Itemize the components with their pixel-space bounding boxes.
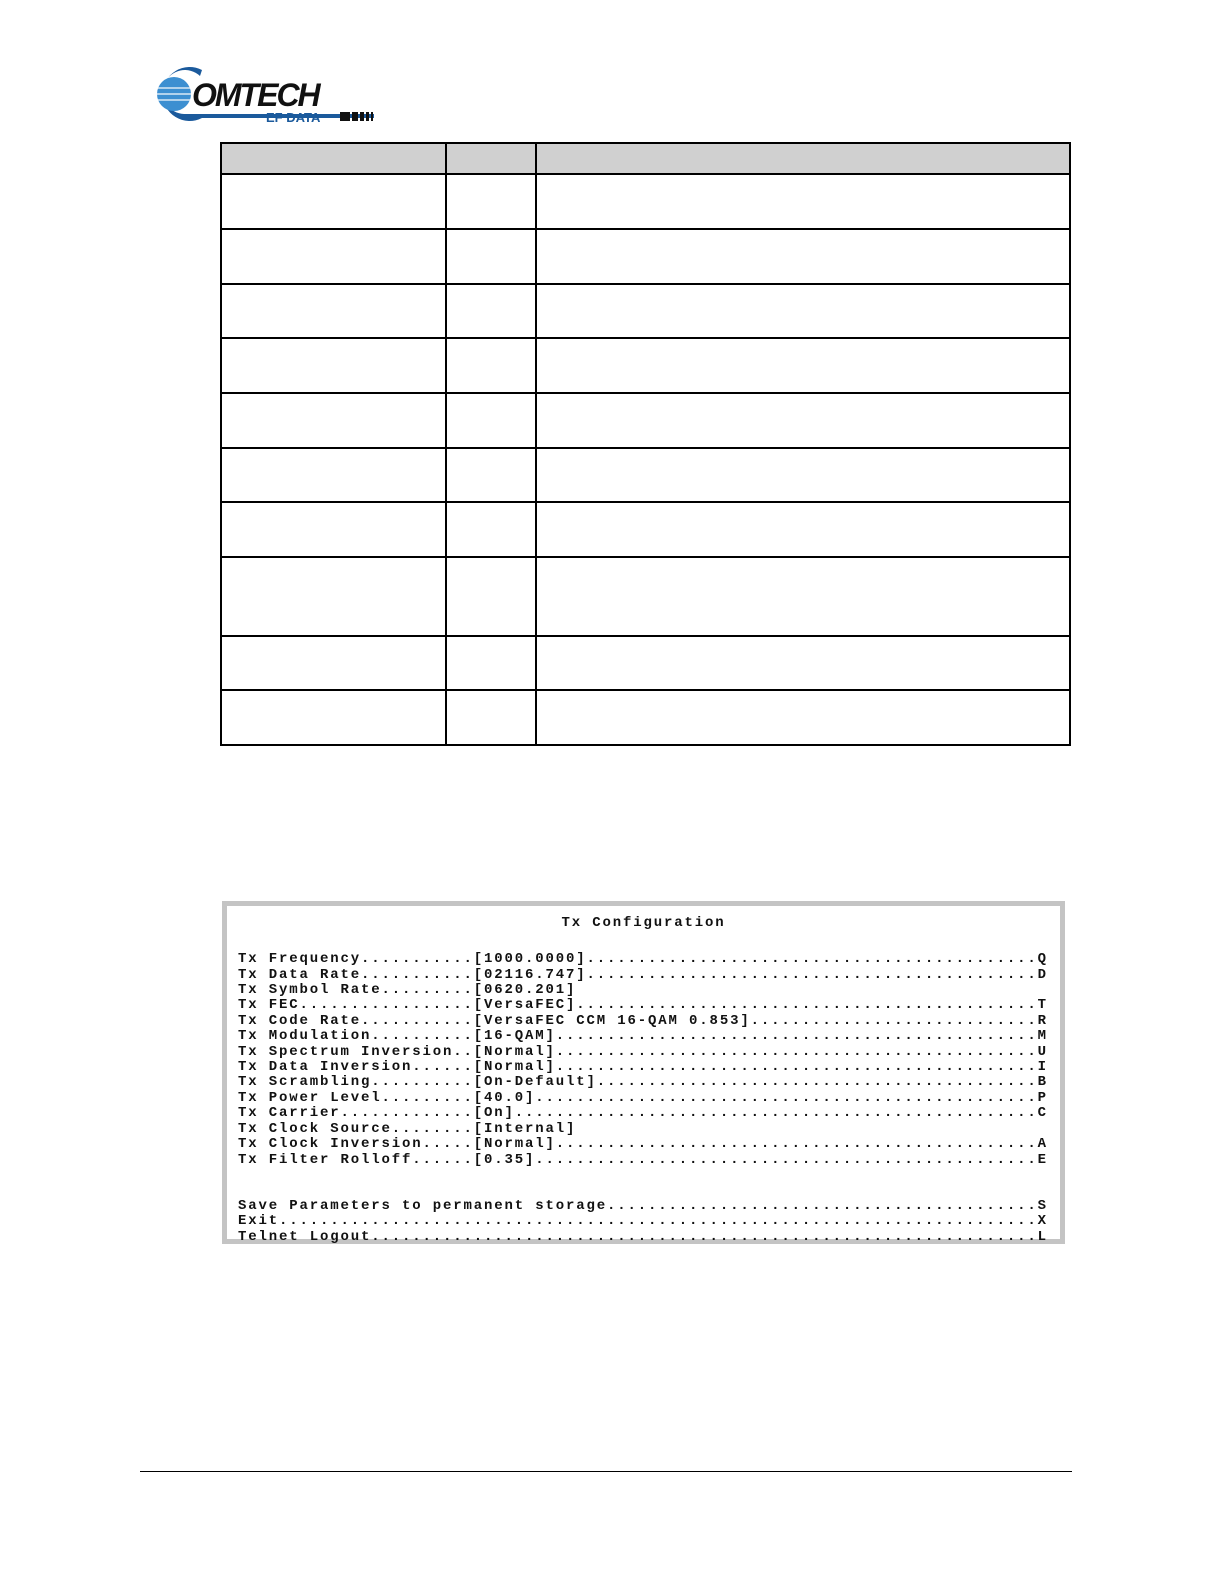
menu-item[interactable]: Tx FEC.................[VersaFEC].......… (238, 997, 1048, 1014)
table-header-cell (445, 142, 537, 175)
table-cell (535, 556, 1071, 637)
table-cell (220, 501, 447, 558)
table-row (220, 173, 1071, 230)
table-cell (220, 173, 447, 230)
table-cell (220, 447, 447, 503)
menu-action[interactable]: Telnet Logout...........................… (238, 1228, 1048, 1245)
table-row (220, 447, 1071, 503)
table-cell (445, 689, 537, 746)
table-cell (535, 447, 1071, 503)
menu-item[interactable]: Tx Modulation..........[16-QAM].........… (238, 1028, 1048, 1045)
terminal-menu: Tx Frequency...........[1000.0000]......… (238, 906, 1048, 1245)
menu-item[interactable]: Tx Data Rate...........[02116.747]......… (238, 966, 1048, 983)
table-cell (445, 501, 537, 558)
menu-item[interactable]: Tx Code Rate...........[VersaFEC CCM 16-… (238, 1012, 1048, 1029)
table-cell (535, 228, 1071, 285)
menu-item[interactable]: Tx Carrier.............[On].............… (238, 1105, 1048, 1122)
table-row (220, 689, 1071, 746)
table-cell (220, 392, 447, 449)
table-header-row (220, 142, 1071, 175)
menu-item[interactable]: Tx Symbol Rate.........[0620.201] (238, 982, 577, 999)
menu-item[interactable]: Tx Filter Rolloff......[0.35]...........… (238, 1151, 1048, 1168)
comtech-logo: OMTECH EF DATA (157, 67, 374, 124)
menu-item[interactable]: Tx Spectrum Inversion..[Normal].........… (238, 1043, 1048, 1060)
table-cell (445, 228, 537, 285)
menu-action[interactable]: Exit....................................… (238, 1213, 1048, 1230)
table-row (220, 556, 1071, 637)
table-cell (535, 501, 1071, 558)
table-row (220, 501, 1071, 558)
table-cell (220, 228, 447, 285)
table-cell (535, 392, 1071, 449)
table-row (220, 337, 1071, 394)
table-cell (535, 689, 1071, 746)
table-cell (445, 337, 537, 394)
terminal-title: Tx Configuration (561, 915, 726, 931)
table-cell (445, 283, 537, 339)
menu-item[interactable]: Tx Data Inversion......[Normal].........… (238, 1059, 1048, 1076)
menu-item[interactable]: Tx Frequency...........[1000.0000]......… (238, 951, 1048, 968)
menu-item[interactable]: Tx Clock Inversion.....[Normal].........… (238, 1136, 1048, 1153)
table-row (220, 283, 1071, 339)
table-cell (535, 635, 1071, 691)
table-row (220, 228, 1071, 285)
menu-item[interactable]: Tx Power Level.........[40.0]...........… (238, 1089, 1048, 1106)
table-cell (220, 337, 447, 394)
svg-text:EF DATA: EF DATA (266, 110, 321, 124)
table-cell (445, 392, 537, 449)
table-header-cell (220, 142, 447, 175)
menu-item[interactable]: Tx Clock Source........[Internal] (238, 1120, 577, 1137)
footer-divider (140, 1471, 1072, 1472)
menu-action[interactable]: Save Parameters to permanent storage....… (238, 1197, 1048, 1214)
table-cell (220, 689, 447, 746)
table-cell (220, 283, 447, 339)
table-cell (445, 556, 537, 637)
terminal-window: Tx Configuration Tx Frequency...........… (222, 901, 1065, 1244)
table-cell (445, 173, 537, 230)
table-cell (535, 173, 1071, 230)
table-cell (445, 635, 537, 691)
table-row (220, 392, 1071, 449)
table-cell (535, 283, 1071, 339)
table-cell (220, 556, 447, 637)
menu-item[interactable]: Tx Scrambling..........[On-Default].....… (238, 1074, 1048, 1091)
parameter-table (220, 142, 1071, 746)
table-cell (445, 447, 537, 503)
table-cell (220, 635, 447, 691)
svg-text:OMTECH: OMTECH (192, 77, 322, 113)
table-row (220, 635, 1071, 691)
table-cell (535, 337, 1071, 394)
table-header-cell (535, 142, 1071, 175)
